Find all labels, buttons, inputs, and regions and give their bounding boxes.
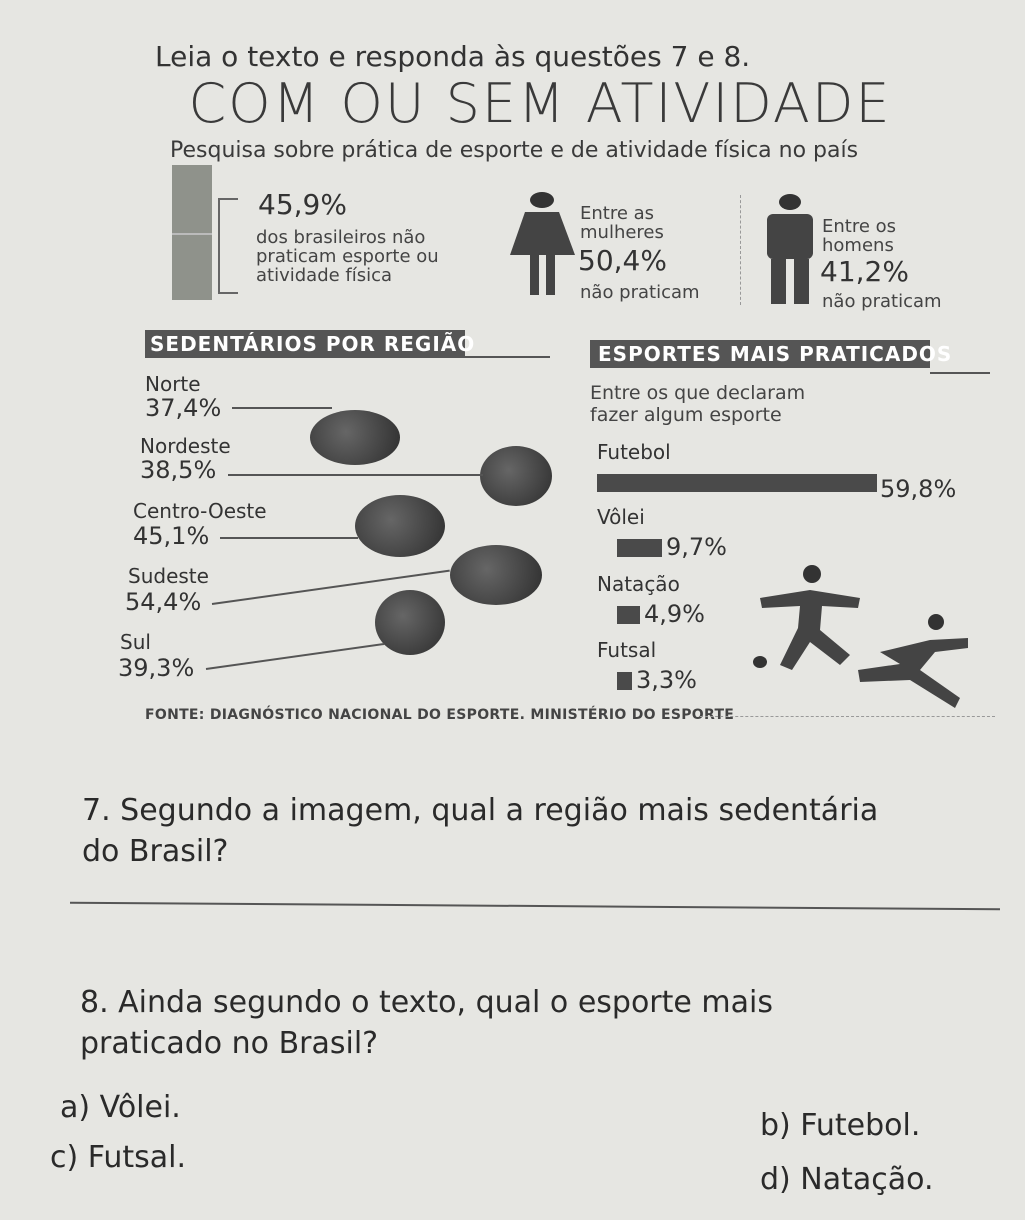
region-value-norte: 37,4% bbox=[145, 394, 222, 422]
sport-bar-volei bbox=[617, 539, 662, 557]
sport-bar-futsal bbox=[617, 672, 632, 690]
region-name-centro-oeste: Centro-Oeste bbox=[133, 499, 267, 523]
infographic-title: COM OU SEM ATIVIDADE bbox=[188, 72, 892, 135]
sports-heading-rule bbox=[930, 372, 990, 374]
women-stat-pre: Entre as mulheres bbox=[580, 203, 664, 243]
sport-name-volei: Vôlei bbox=[597, 505, 645, 529]
sport-value-futsal: 3,3% bbox=[636, 666, 697, 694]
question-7: 7. Segundo a imagem, qual a região mais … bbox=[82, 793, 879, 869]
option-b[interactable]: b) Futebol. bbox=[760, 1108, 921, 1143]
infographic-subtitle: Pesquisa sobre prática de esporte e de a… bbox=[170, 138, 859, 163]
question-8: 8. Ainda segundo o texto, qual o esporte… bbox=[80, 985, 773, 1061]
sport-value-natacao: 4,9% bbox=[644, 600, 705, 628]
map-region-sul bbox=[375, 590, 445, 655]
sedentary-bar-icon bbox=[172, 165, 212, 300]
women-stat-value: 50,4% bbox=[578, 244, 667, 277]
answer-line-7[interactable] bbox=[70, 901, 1000, 911]
region-value-nordeste: 38,5% bbox=[140, 456, 217, 484]
region-name-nordeste: Nordeste bbox=[140, 434, 231, 458]
region-value-centro-oeste: 45,1% bbox=[133, 522, 210, 550]
map-region-sudeste bbox=[450, 545, 542, 605]
total-stat-value: 45,9% bbox=[258, 188, 347, 221]
stat-divider bbox=[740, 195, 741, 305]
sport-name-natacao: Natação bbox=[597, 572, 680, 596]
regions-heading-bg bbox=[145, 330, 465, 358]
map-region-nordeste bbox=[480, 446, 552, 506]
map-region-norte bbox=[310, 410, 400, 465]
total-stat-text: dos brasileiros não praticam esporte ou … bbox=[256, 227, 439, 286]
source-note: FONTE: DIAGNÓSTICO NACIONAL DO ESPORTE. … bbox=[145, 707, 735, 723]
leader-centro-oeste bbox=[220, 537, 358, 539]
sport-name-futebol: Futebol bbox=[597, 440, 671, 464]
option-a[interactable]: a) Vôlei. bbox=[60, 1090, 181, 1125]
region-value-sul: 39,3% bbox=[118, 654, 195, 682]
man-icon bbox=[767, 194, 813, 304]
woman-icon bbox=[510, 192, 575, 295]
regions-heading-rule bbox=[465, 356, 550, 358]
men-stat-pre: Entre os homens bbox=[822, 216, 897, 256]
option-d[interactable]: d) Natação. bbox=[760, 1162, 934, 1197]
intro-text: Leia o texto e responda às questões 7 e … bbox=[155, 40, 751, 73]
players-illustration bbox=[753, 565, 968, 708]
region-name-sudeste: Sudeste bbox=[128, 564, 209, 588]
sport-name-futsal: Futsal bbox=[597, 638, 657, 662]
region-name-norte: Norte bbox=[145, 372, 201, 396]
sports-note: Entre os que declaram fazer algum esport… bbox=[590, 382, 806, 426]
option-c[interactable]: c) Futsal. bbox=[50, 1140, 187, 1175]
sport-value-futebol: 59,8% bbox=[880, 475, 957, 503]
men-stat-post: não praticam bbox=[822, 291, 942, 312]
region-name-sul: Sul bbox=[120, 630, 151, 654]
leader-nordeste bbox=[228, 474, 483, 476]
bracket-marker bbox=[218, 198, 238, 294]
women-stat-post: não praticam bbox=[580, 282, 700, 303]
sport-bar-natacao bbox=[617, 606, 640, 624]
sport-value-volei: 9,7% bbox=[666, 533, 727, 561]
map-region-centro-oeste bbox=[355, 495, 445, 557]
region-value-sudeste: 54,4% bbox=[125, 588, 202, 616]
sport-bar-futebol bbox=[597, 474, 877, 492]
regions-heading: SEDENTÁRIOS POR REGIÃO bbox=[150, 332, 476, 356]
leader-norte bbox=[232, 407, 332, 409]
leader-sul bbox=[205, 642, 385, 670]
men-stat-value: 41,2% bbox=[820, 255, 909, 288]
source-divider bbox=[700, 716, 995, 717]
sports-heading: ESPORTES MAIS PRATICADOS bbox=[598, 342, 953, 366]
sports-heading-bg bbox=[590, 340, 930, 368]
